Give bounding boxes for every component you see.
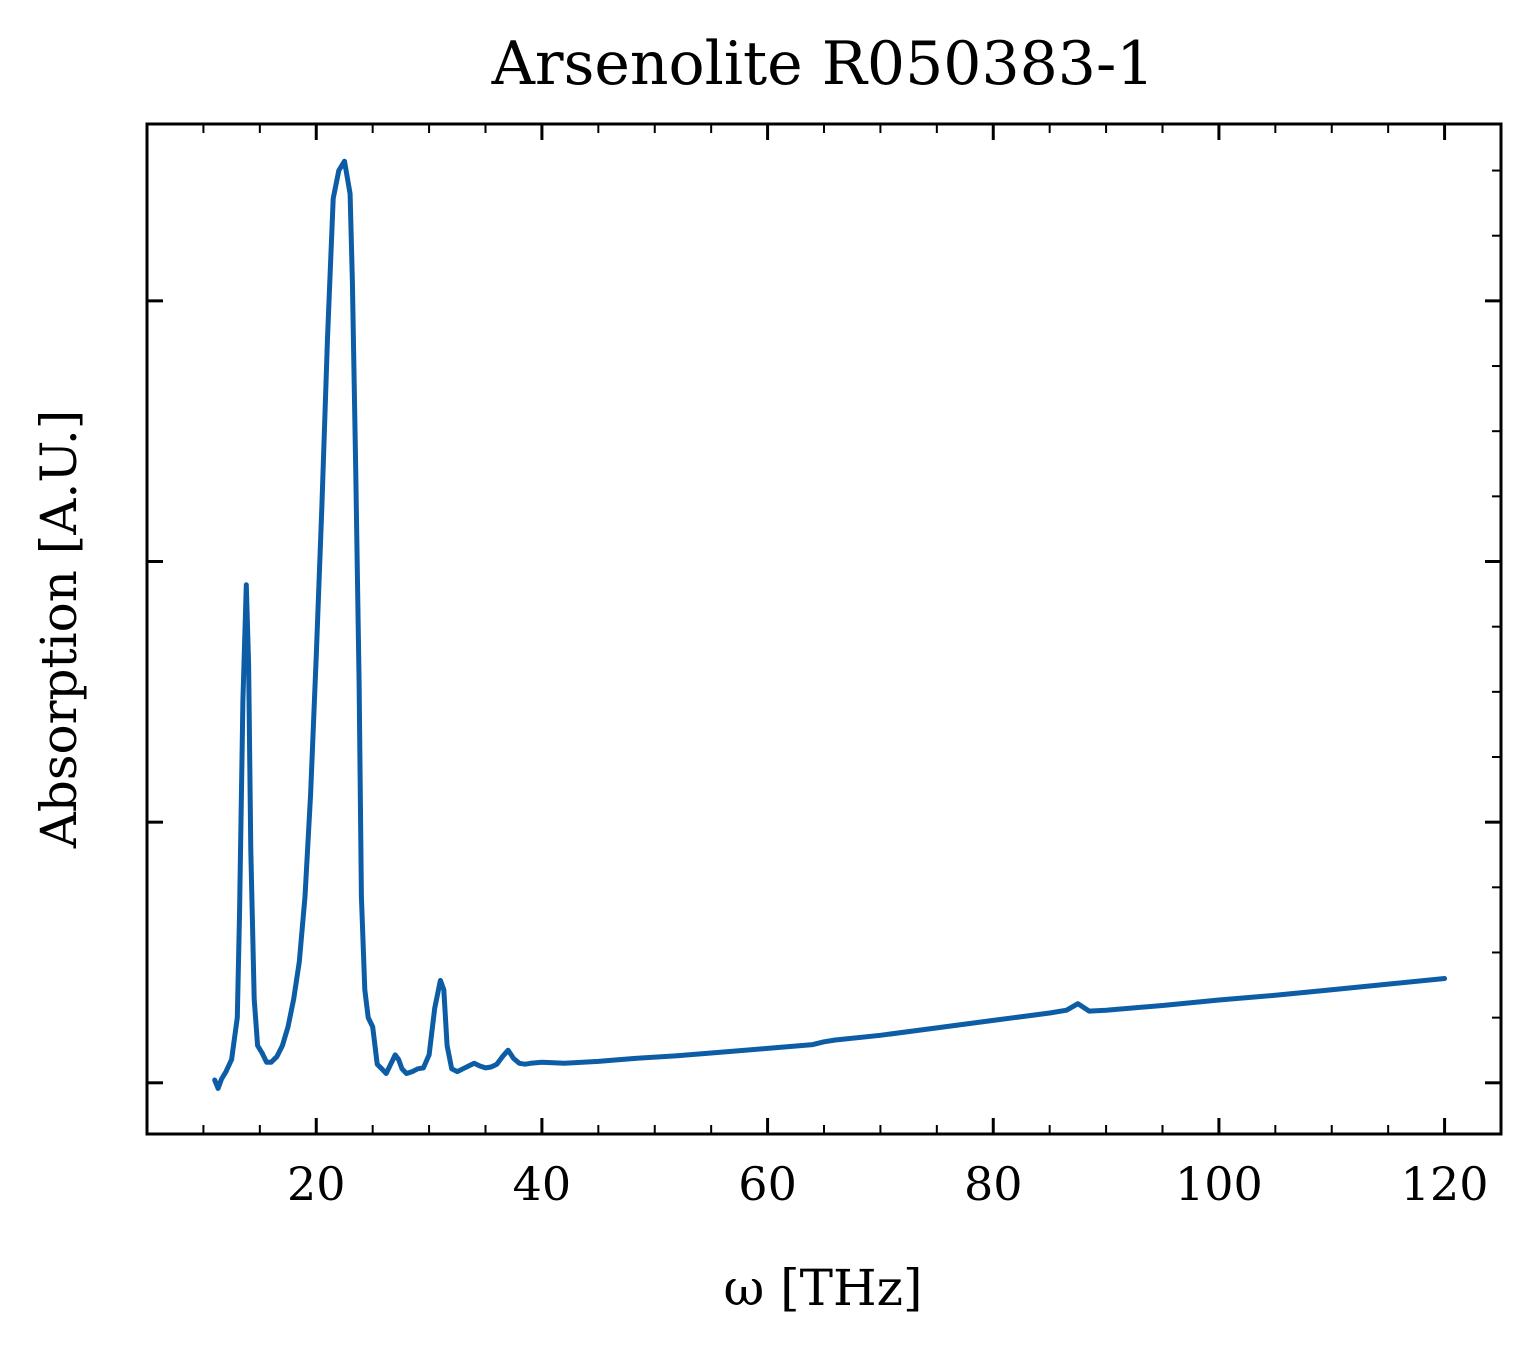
plot-frame: [145, 122, 1503, 1136]
series-line-0: [212, 158, 1448, 1091]
tick-labels: 20 40 60 80 100 120: [287, 1157, 1489, 1211]
x-tick-label: 20: [287, 1157, 346, 1211]
x-tick-label: 120: [1401, 1157, 1489, 1211]
x-tick-label: 100: [1175, 1157, 1263, 1211]
chart-title: Arsenolite R050383-1: [491, 29, 1155, 99]
plot-area: [212, 158, 1448, 1091]
y-axis-label: Absorption [A.U.]: [30, 410, 88, 850]
x-tick-label: 80: [964, 1157, 1023, 1211]
x-tick-label: 40: [513, 1157, 572, 1211]
x-tick-label: 60: [738, 1157, 797, 1211]
x-axis-label: ω [THz]: [724, 1259, 923, 1317]
